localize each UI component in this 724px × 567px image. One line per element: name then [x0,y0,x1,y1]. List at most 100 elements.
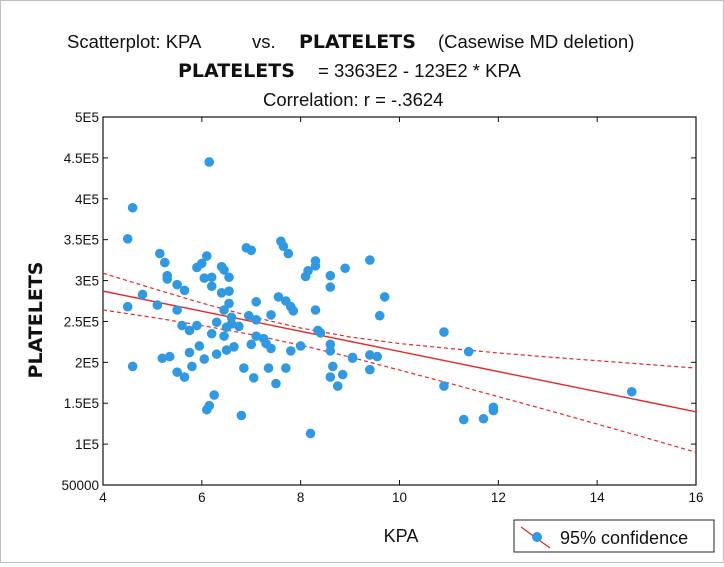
data-point [206,328,217,339]
data-point [179,285,190,296]
data-point [327,361,338,372]
data-point [295,341,306,351]
data-point [199,354,210,364]
data-point [204,157,215,167]
title-vs: vs. [252,31,276,52]
title-prefix: Scatterplot: KPA [67,31,202,52]
data-point [197,258,207,269]
data-point [288,306,299,316]
data-point [626,386,637,397]
data-point [164,351,175,362]
data-point [211,317,222,328]
data-point [273,292,284,302]
data-point [127,202,138,213]
data-point [219,265,229,275]
data-point [266,343,276,354]
data-point [216,288,227,298]
data-point [315,328,326,338]
data-point [206,281,217,292]
data-point [365,350,375,360]
y-tick-label: 5E5 [75,110,99,125]
y-tick-label: 1.5E5 [64,396,99,411]
y-tick-label: 4.5E5 [64,151,99,166]
data-point [310,305,321,315]
data-point [332,381,343,391]
data-point [226,319,237,329]
data-point [463,346,474,357]
y-tick-label: 2.5E5 [64,314,99,329]
data-point [199,273,210,283]
data-point [201,251,212,261]
data-point [246,245,257,256]
data-point [184,347,195,358]
x-tick-label: 12 [491,490,506,505]
data-point [224,272,234,283]
data-point [219,305,229,315]
data-point [229,341,239,352]
data-point [192,320,202,331]
data-point [478,413,489,424]
legend-label: 95% confidence [560,528,688,548]
data-point [347,353,358,364]
regression-line [103,290,696,413]
data-point [325,270,336,281]
y-tick-label: 2E5 [75,355,99,370]
data-point [283,248,294,259]
data-point [439,381,449,391]
data-point [251,297,261,307]
data-point [234,321,244,332]
data-point [325,372,336,382]
data-point [179,372,190,382]
x-tick-label: 10 [392,490,407,505]
data-point [303,265,313,276]
y-tick-label: 3.5E5 [64,233,99,248]
data-point [187,361,197,372]
data-point [211,349,222,359]
legend: 95% confidence [513,519,715,553]
y-axis-label: PLATELETS [25,262,47,379]
data-point [251,331,261,341]
data-point [285,346,296,356]
data-point [155,248,165,259]
data-point [251,315,261,325]
x-tick-label: 16 [688,490,703,505]
data-point [137,289,148,300]
title-suffix: (Casewise MD deletion) [438,31,634,52]
data-point [194,341,205,351]
data-point [172,279,182,290]
data-point [224,286,234,296]
x-axis-label: KPA [384,526,419,546]
data-point [122,234,133,244]
data-point [266,310,276,320]
title-yvar: PLATELETS [299,31,416,53]
data-point [127,361,138,372]
data-point [325,346,336,356]
data-point [278,241,289,252]
data-point [172,367,182,377]
confidence-lower [103,309,696,453]
data-point [263,363,274,373]
data-point [206,272,217,283]
data-point [365,364,375,375]
data-point [204,400,215,411]
data-point [224,298,234,309]
data-point [162,274,173,284]
data-point [379,292,390,302]
data-point [488,405,499,416]
data-point [184,325,195,336]
y-tick-label: 50000 [61,478,99,493]
plot-border [102,116,697,486]
x-tick-label: 14 [590,490,606,505]
data-point [152,300,163,310]
data-point [177,320,187,331]
data-point [365,255,375,265]
data-point [159,257,170,268]
plot-area: 4 6 8 10 12 14 16 50000 1E5 1.5E5 2E5 2.5E5 3E5 3.5E5… [61,110,703,505]
data-point [248,373,259,383]
data-point [458,414,469,425]
equation-yvar: PLATELETS [178,60,295,82]
data-point [236,410,247,421]
data-point [281,363,291,373]
data-point [243,310,254,321]
